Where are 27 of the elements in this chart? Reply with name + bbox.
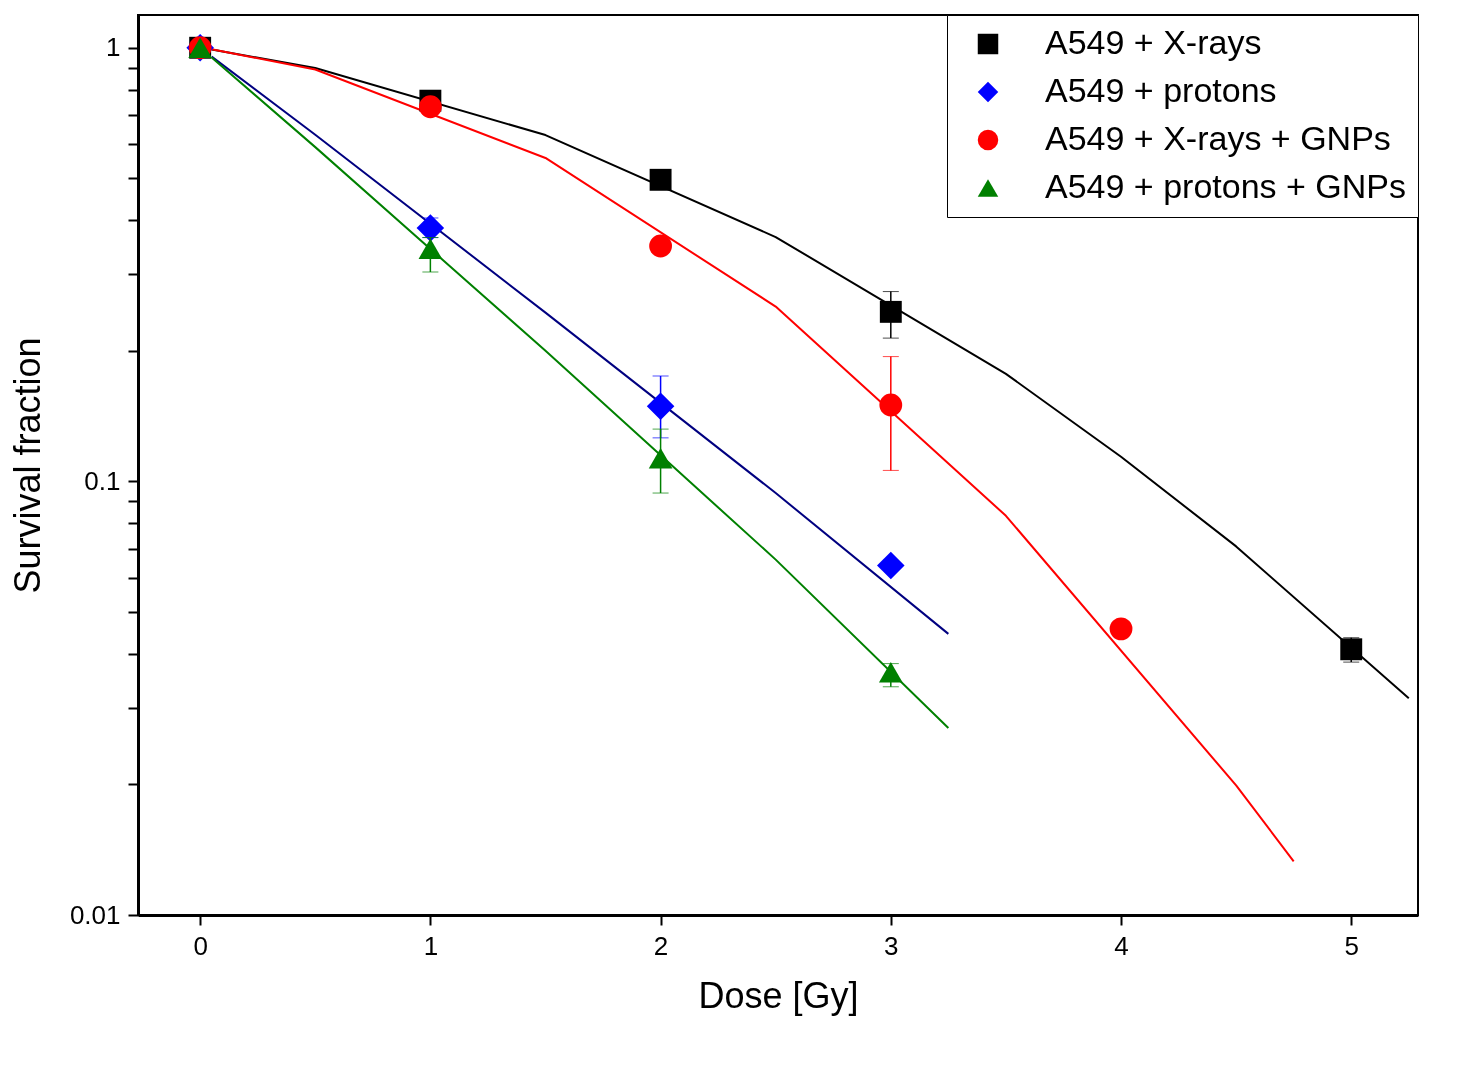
legend-label: A549 + X-rays [1045,23,1262,61]
point [649,168,672,191]
point [877,551,905,580]
y-tick-label: 1 [106,32,121,63]
x-tick-label: 3 [884,930,899,961]
point [416,214,445,242]
y-axis-title: Survival fraction [6,337,48,594]
point [418,95,442,119]
point [878,661,903,683]
point [418,238,443,259]
legend-label: A549 + X-rays + GNPs [1045,119,1391,157]
y-tick-label: 0.1 [84,465,121,496]
point [648,448,673,469]
x-tick-label: 0 [193,930,208,961]
x-tick-label: 2 [653,930,669,961]
x-axis-title: Dose [Gy] [698,974,859,1016]
y-tick-label: 0.01 [69,899,121,930]
x-tick-label: 1 [423,930,439,961]
point [1109,617,1133,641]
legend-label: A549 + protons [1045,71,1277,109]
legend-label: A549 + protons + GNPs [1045,167,1406,205]
point [646,392,675,421]
point [879,300,902,323]
point [879,393,903,417]
x-tick-label: 4 [1114,930,1129,961]
point [649,234,672,258]
x-tick-label: 5 [1344,930,1359,961]
